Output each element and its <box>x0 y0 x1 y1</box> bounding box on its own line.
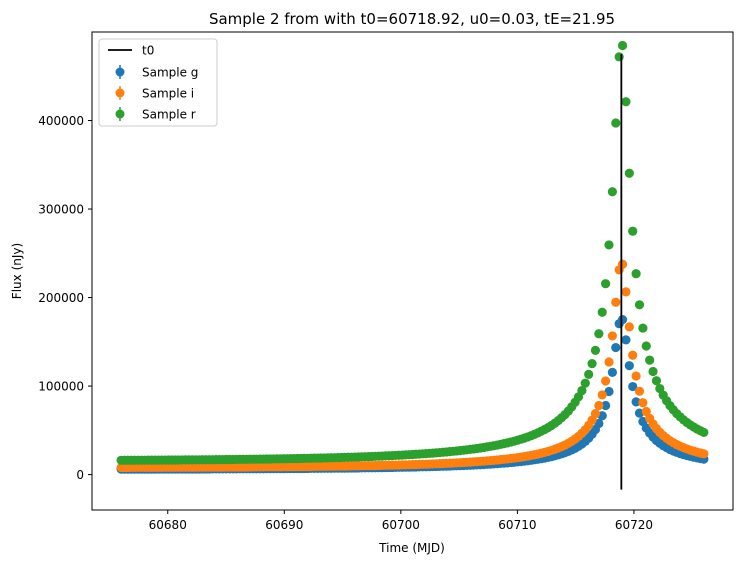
data-point <box>638 398 648 408</box>
data-point <box>631 397 641 407</box>
data-point <box>628 350 638 360</box>
data-point <box>607 367 617 377</box>
data-point <box>624 168 634 178</box>
data-point <box>604 240 614 250</box>
data-point <box>617 315 628 325</box>
y-tick-label: 400000 <box>38 114 84 128</box>
data-point <box>634 300 645 310</box>
data-point <box>638 323 648 333</box>
data-point <box>611 297 621 307</box>
series-1 <box>116 259 709 473</box>
y-tick-label: 300000 <box>38 203 84 217</box>
data-point <box>611 342 621 353</box>
data-point <box>607 331 617 341</box>
data-point <box>580 378 590 388</box>
x-tick-label: 60690 <box>265 518 303 532</box>
data-point <box>631 269 641 279</box>
data-point <box>601 279 611 289</box>
data-point <box>590 345 601 356</box>
legend-r-marker <box>115 109 125 119</box>
x-tick-label: 60710 <box>498 518 536 532</box>
data-point <box>641 406 651 417</box>
x-tick-label: 60700 <box>382 518 420 532</box>
data-point <box>597 390 607 400</box>
plot-frame <box>91 31 734 511</box>
y-axis-label: Flux (nJy) <box>10 243 24 299</box>
data-point <box>699 449 709 459</box>
data-point <box>621 97 631 107</box>
data-point <box>601 376 611 386</box>
data-point <box>604 357 614 367</box>
data-point <box>584 369 594 379</box>
data-point <box>597 307 607 317</box>
data-point <box>621 335 631 345</box>
data-point <box>628 226 638 236</box>
data-point <box>614 52 624 62</box>
legend: t0 Sample g Sample i Sample r <box>98 38 218 127</box>
y-tick-label: 200000 <box>38 291 84 305</box>
data-point <box>641 341 651 351</box>
legend-label-g: Sample g <box>142 66 198 80</box>
data-point <box>601 400 611 411</box>
data-point <box>594 329 604 339</box>
legend-label-t0: t0 <box>142 44 154 58</box>
legend-i-marker <box>115 88 125 98</box>
data-point <box>594 400 604 411</box>
data-point <box>631 371 641 381</box>
data-point <box>648 366 658 377</box>
legend-label-i: Sample i <box>142 87 194 101</box>
data-point <box>587 359 597 369</box>
data-point <box>577 385 587 396</box>
data-point <box>634 386 645 396</box>
x-axis: 60680 60690 60700 60710 60720 <box>149 510 653 532</box>
data-point <box>617 259 628 269</box>
data-point <box>611 118 621 128</box>
data-point <box>645 355 655 365</box>
series-2 <box>116 40 709 465</box>
data-point <box>651 376 662 386</box>
y-tick-label: 0 <box>76 468 84 482</box>
x-tick-label: 60680 <box>149 518 187 532</box>
data-layer <box>116 40 709 490</box>
data-point <box>617 40 628 51</box>
y-axis: 0 100000 200000 300000 400000 <box>38 114 92 482</box>
data-point <box>621 287 631 297</box>
data-point <box>604 386 614 397</box>
legend-g-marker <box>115 67 125 77</box>
data-point <box>590 409 601 419</box>
legend-label-r: Sample r <box>142 108 196 122</box>
data-point <box>594 418 604 429</box>
x-axis-label: Time (MJD) <box>378 541 445 555</box>
y-tick-label: 100000 <box>38 380 84 394</box>
data-point <box>624 322 634 332</box>
data-point <box>699 427 709 438</box>
x-tick-label: 60720 <box>615 518 653 532</box>
data-point <box>607 187 617 197</box>
legend-box <box>98 38 218 127</box>
data-point <box>628 381 638 392</box>
data-point <box>624 361 634 371</box>
chart-title: Sample 2 from with t0=60718.92, u0=0.03,… <box>209 10 615 28</box>
